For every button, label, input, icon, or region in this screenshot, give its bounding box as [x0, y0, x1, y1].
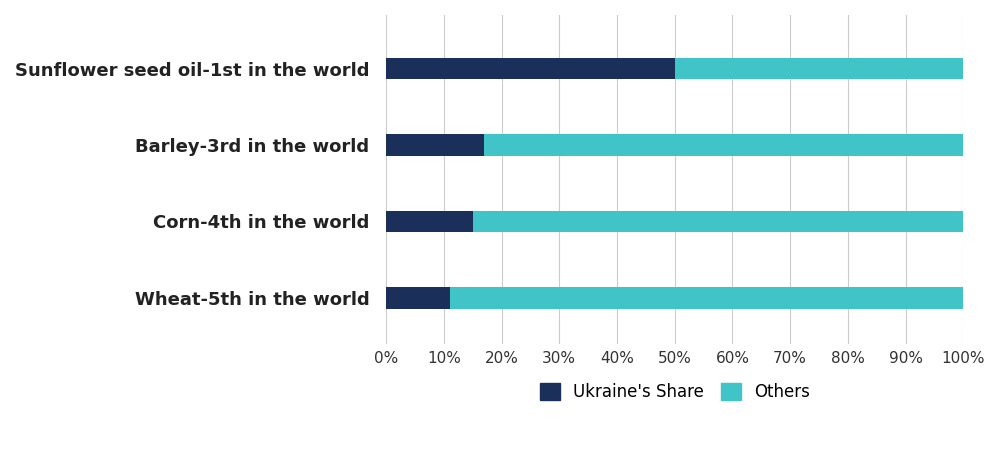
- Bar: [484, 134, 963, 156]
- Bar: [473, 211, 963, 232]
- Bar: [386, 211, 473, 232]
- Bar: [386, 58, 675, 79]
- Legend: Ukraine's Share, Others: Ukraine's Share, Others: [533, 376, 816, 408]
- Bar: [450, 287, 963, 309]
- Bar: [386, 134, 484, 156]
- Bar: [386, 287, 450, 309]
- Bar: [675, 58, 963, 79]
